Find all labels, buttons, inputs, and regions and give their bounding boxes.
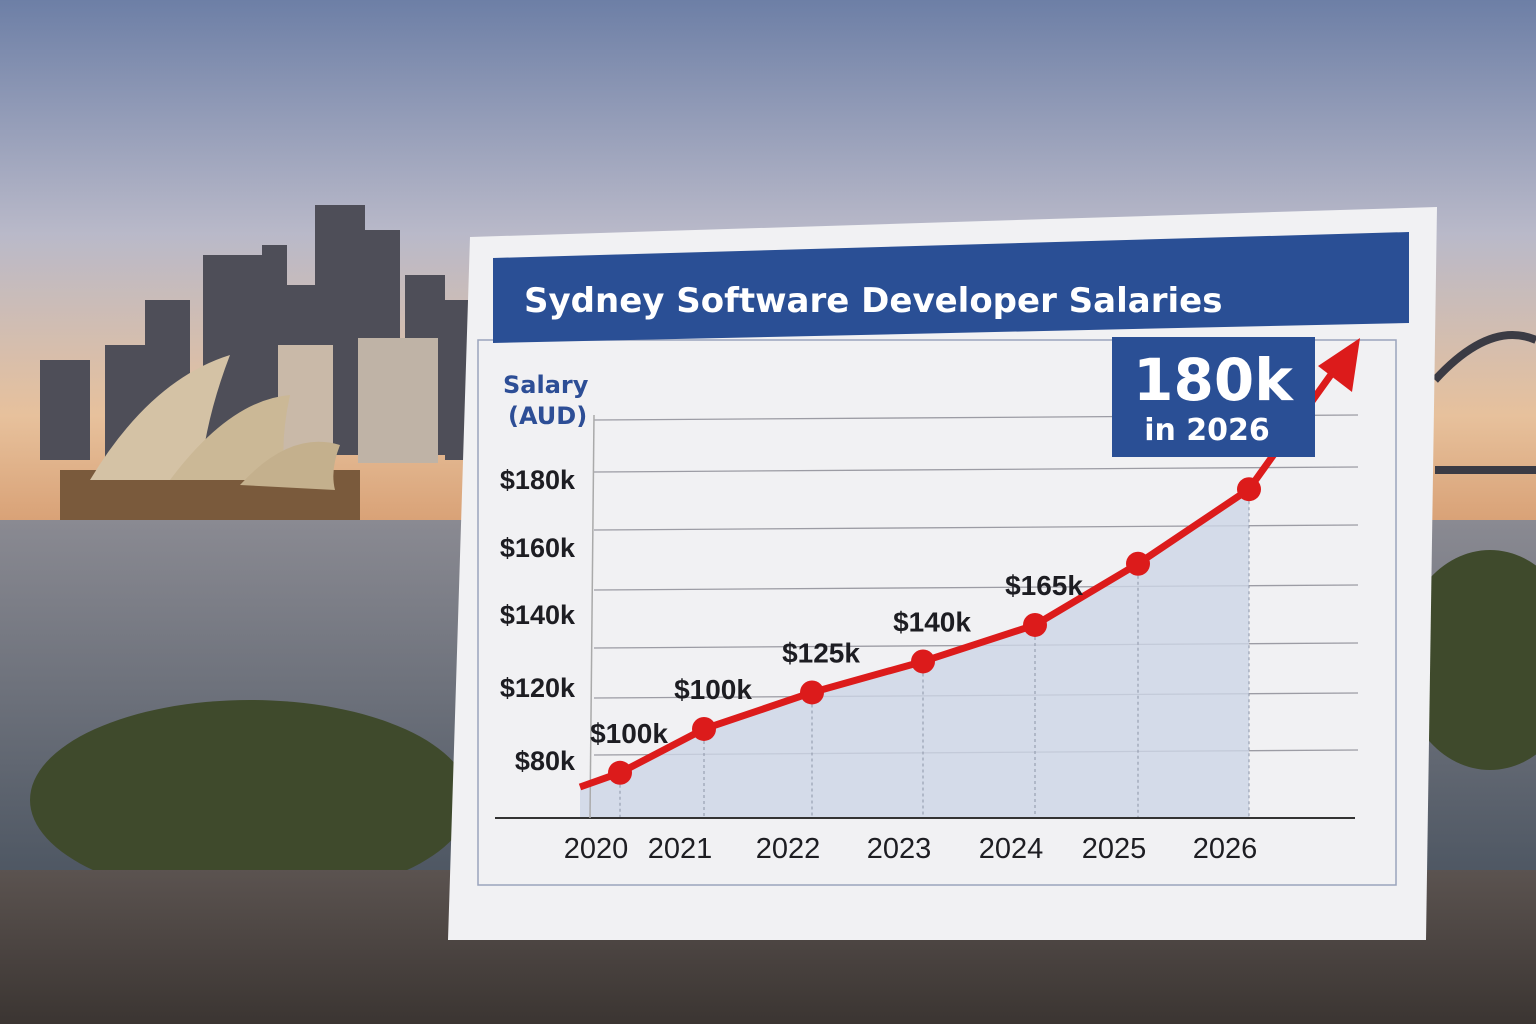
callout-value: 180k: [1133, 346, 1294, 414]
x-tick-label: 2026: [1193, 833, 1258, 865]
y-axis-unit: (AUD): [508, 402, 587, 430]
data-point: [692, 716, 716, 741]
y-tick-label: $180k: [500, 465, 576, 495]
salary-series: $100k$100k $125k $140k $165k: [578, 338, 1360, 791]
x-tick-label: 2024: [979, 833, 1044, 865]
data-point: [1126, 551, 1150, 576]
area-fill: [580, 489, 1249, 818]
data-label: $100k: [674, 674, 752, 705]
data-point: [1237, 477, 1261, 502]
y-axis-label: Salary: [503, 371, 589, 399]
y-tick-label: $120k: [500, 673, 576, 703]
x-tick-label: 2020: [564, 833, 629, 865]
y-tick-labels: $180k $160k $140k $120k $80k: [500, 465, 576, 776]
x-tick-label: 2023: [867, 833, 932, 865]
callout-text: in 2026: [1144, 413, 1270, 448]
harbour-bridge-icon: [1432, 331, 1536, 474]
chart-board: Sydney Software Developer Salaries Salar…: [448, 207, 1437, 940]
x-tick-labels: 2020 2021 2022 2023 2024 2025 2026: [564, 833, 1258, 865]
chart-title: Sydney Software Developer Salaries: [524, 281, 1222, 321]
data-label: $125k: [782, 637, 860, 668]
title-banner: [493, 232, 1409, 343]
callout-box: 180k in 2026: [1112, 337, 1315, 457]
x-tick-label: 2021: [648, 833, 713, 865]
opera-house-icon: [60, 355, 360, 520]
x-tick-label: 2025: [1082, 833, 1147, 865]
data-point: [1023, 612, 1047, 637]
vertical-gridlines: [619, 489, 1250, 818]
data-point: [608, 760, 632, 785]
data-label: $140k: [893, 606, 971, 637]
data-label: $165k: [1005, 570, 1083, 601]
data-label: $100k: [590, 718, 668, 749]
x-tick-label: 2022: [756, 833, 821, 865]
trees: [30, 550, 1536, 900]
y-tick-label: $160k: [500, 533, 576, 563]
data-point: [911, 649, 935, 674]
y-axis: [589, 414, 595, 819]
y-tick-label: $140k: [500, 600, 576, 630]
data-point: [800, 680, 824, 705]
gridline: [593, 466, 1359, 473]
y-tick-label: $80k: [515, 746, 576, 776]
trend-arrow-head: [1318, 338, 1360, 392]
